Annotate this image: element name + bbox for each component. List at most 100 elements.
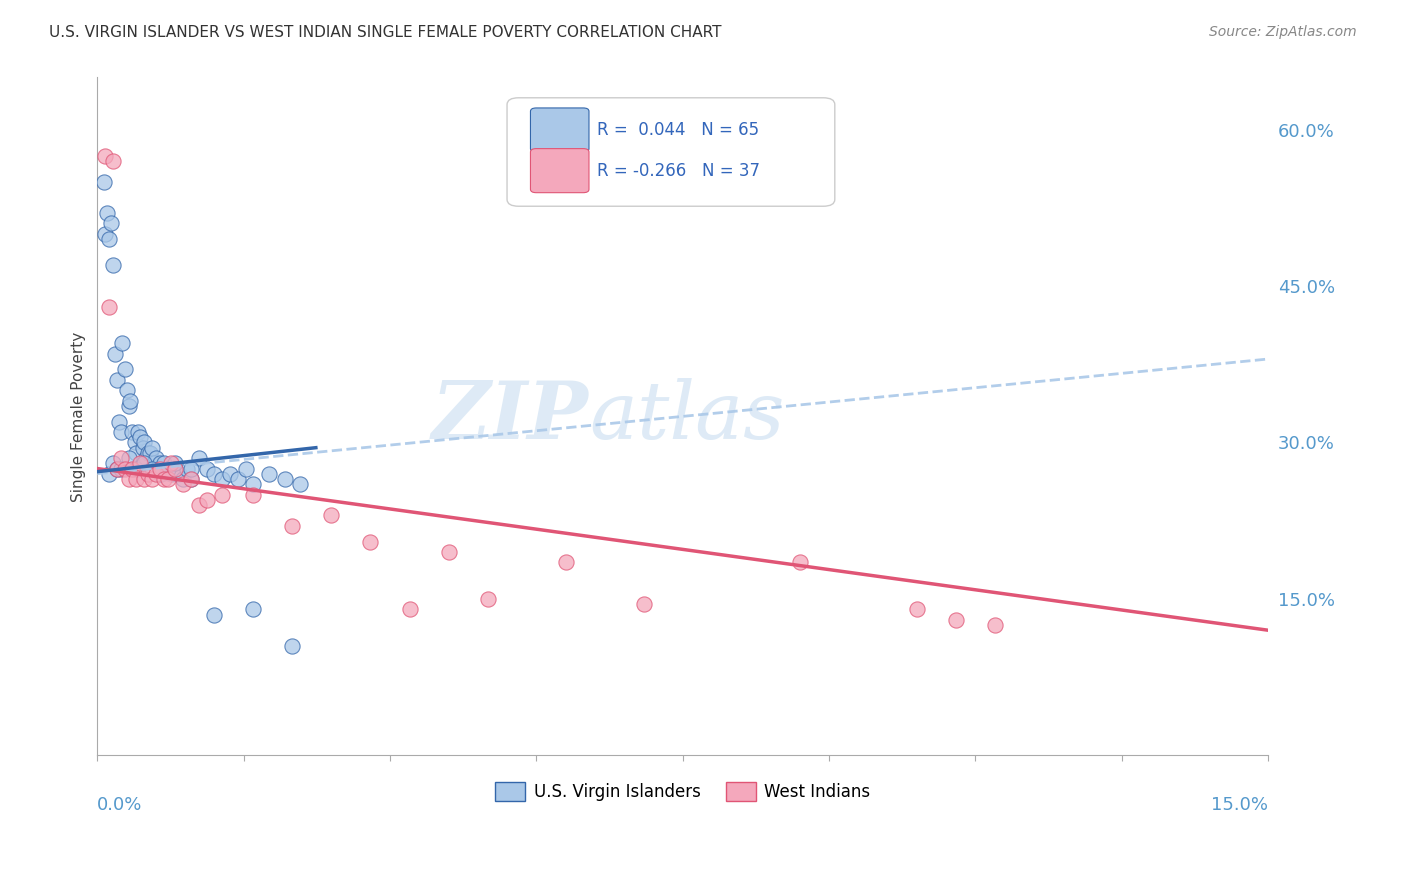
Point [156, 461, 179, 475]
Point [105, 373, 128, 387]
Point [165, 461, 187, 475]
Point [129, 430, 152, 444]
Point [125, 461, 148, 475]
Point [101, 456, 124, 470]
Point [114, 461, 136, 475]
FancyBboxPatch shape [530, 108, 589, 152]
Point [105, 461, 128, 475]
Point [169, 467, 191, 481]
Point [110, 425, 132, 439]
Point [195, 461, 218, 475]
Point [120, 393, 142, 408]
Point [281, 519, 304, 533]
Point [187, 451, 209, 466]
Point [117, 472, 139, 486]
Text: U.S. VIRGIN ISLANDER VS WEST INDIAN SINGLE FEMALE POVERTY CORRELATION CHART: U.S. VIRGIN ISLANDER VS WEST INDIAN SING… [49, 25, 721, 40]
Point [134, 435, 156, 450]
FancyBboxPatch shape [508, 98, 835, 206]
Point [114, 362, 136, 376]
Point [131, 441, 153, 455]
Text: atlas: atlas [589, 377, 785, 455]
Point [129, 456, 152, 470]
Point [96, 206, 118, 220]
Point [136, 446, 159, 460]
Point [149, 461, 172, 475]
Point [242, 477, 264, 491]
Point [105, 461, 128, 475]
Text: R = -0.266   N = 37: R = -0.266 N = 37 [598, 161, 761, 179]
Point [150, 467, 173, 481]
Point [145, 467, 167, 481]
Point [94, 149, 117, 163]
Point [98, 467, 121, 481]
Point [180, 472, 202, 486]
Point [152, 472, 174, 486]
Point [202, 607, 225, 622]
Point [172, 477, 194, 491]
Point [242, 602, 264, 616]
Point [180, 461, 202, 475]
Point [984, 618, 1007, 632]
Point [437, 545, 460, 559]
Point [202, 467, 225, 481]
Point [145, 451, 167, 466]
Point [160, 467, 183, 481]
Text: 15.0%: 15.0% [1211, 796, 1268, 814]
Text: ZIP: ZIP [432, 377, 589, 455]
Point [121, 425, 143, 439]
Point [187, 498, 209, 512]
Point [135, 451, 157, 466]
Point [148, 461, 170, 475]
Point [211, 472, 233, 486]
Point [165, 461, 187, 475]
Point [789, 556, 811, 570]
Point [136, 467, 159, 481]
Point [93, 175, 115, 189]
Point [172, 472, 194, 486]
Point [134, 456, 156, 470]
Point [152, 456, 174, 470]
Point [226, 472, 249, 486]
Legend: U.S. Virgin Islanders, West Indians: U.S. Virgin Islanders, West Indians [489, 775, 876, 808]
Y-axis label: Single Female Poverty: Single Female Poverty [72, 331, 86, 501]
Point [321, 508, 343, 523]
Point [124, 435, 146, 450]
Point [125, 472, 148, 486]
Point [108, 415, 131, 429]
Point [94, 227, 117, 241]
FancyBboxPatch shape [530, 149, 589, 193]
Point [290, 477, 312, 491]
Point [281, 639, 304, 653]
Point [165, 456, 187, 470]
Point [398, 602, 420, 616]
Point [149, 467, 172, 481]
Point [945, 613, 967, 627]
Point [633, 597, 655, 611]
Point [905, 602, 928, 616]
Text: Source: ZipAtlas.com: Source: ZipAtlas.com [1209, 25, 1357, 39]
Point [242, 488, 264, 502]
Point [101, 258, 124, 272]
Point [141, 461, 163, 475]
Point [125, 446, 148, 460]
Point [156, 472, 179, 486]
Point [195, 492, 218, 507]
Point [211, 488, 233, 502]
Point [98, 300, 121, 314]
Point [257, 467, 280, 481]
Point [98, 232, 121, 246]
Point [149, 456, 172, 470]
Point [160, 456, 183, 470]
Point [139, 446, 162, 460]
Point [101, 153, 124, 168]
Point [110, 461, 132, 475]
Point [219, 467, 242, 481]
Point [134, 472, 156, 486]
Point [103, 347, 125, 361]
Point [554, 556, 576, 570]
Point [127, 425, 149, 439]
Point [121, 461, 143, 475]
Point [273, 472, 295, 486]
Point [477, 591, 499, 606]
Point [141, 441, 163, 455]
